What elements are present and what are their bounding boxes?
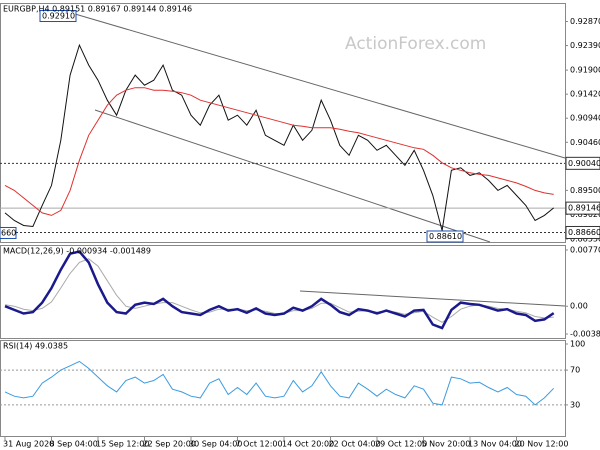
series-line [4,43,555,231]
panel-title: MACD(12,26,9) -0.000934 -0.001489 [3,247,151,256]
y-tick-label: 0.007704 [570,246,600,255]
y-tick-label: 70 [570,366,580,375]
x-tick-label: 15 Sep 12:00 [96,440,149,449]
y-tick-label: 100 [570,340,585,349]
x-tick-label: 29 Oct 12:00 [375,440,427,449]
macd-panel [0,245,566,339]
y-tick-label: 0.92870 [570,17,600,26]
y-tick-label: 0.92390 [570,41,600,50]
level-label: 0.88660 [568,228,600,237]
last-price-box [565,201,600,215]
x-tick-label: 22 Sep 20:00 [143,440,196,449]
series-line [4,360,555,406]
annotation-label: 0.92910 [42,12,75,21]
level-box [565,156,600,170]
y-tick-label: -0.003804 [570,330,600,339]
last-price-label: 0.89146 [568,204,600,213]
y-tick-label: 0.89500 [570,186,600,195]
level-label: 0.90040 [568,159,600,168]
series-line [4,258,554,323]
edge-label: 660 [1,228,16,237]
y-tick-label: 0.90940 [570,114,600,123]
x-tick-label: 5 Nov 20:00 [422,440,471,449]
x-tick-label: 31 Aug 2020 [3,440,54,449]
x-tick-label: 30 Sep 04:00 [189,440,242,449]
x-tick-label: 14 Oct 20:00 [282,440,334,449]
rsi-panel [0,340,566,437]
y-tick-label: 0.00 [570,302,588,311]
frames [0,3,566,437]
series-line [4,250,555,330]
annotation-label: 0.88610 [429,232,462,241]
annotation-box [426,230,464,243]
x-tick-label: 13 Nov 04:00 [468,440,522,449]
edge-box [0,226,17,239]
panel-title: RSI(14) 49.0385 [3,342,68,351]
y-tick-label: 0.91900 [570,66,600,75]
channel [74,13,566,307]
annotation-box [39,10,77,23]
y-tick-label: 0.91420 [570,90,600,99]
channel-upper [74,13,566,159]
y-tick-label: 0.88530 [570,234,600,243]
x-tick-label: 8 Sep 04:00 [50,440,98,449]
watermark: ActionForex.com [345,34,486,54]
panel-title: EURGBP,H4 0.89151 0.89167 0.89144 0.8914… [3,5,192,14]
x-tick-label: 7 Oct 12:00 [236,440,283,449]
price-panel [0,3,566,243]
x-tick-label: 22 Oct 04:00 [329,440,381,449]
level-box [565,225,600,239]
channel-lower [94,109,491,243]
macd-trendline [299,290,566,307]
y-tick-label: 0.90460 [570,138,600,147]
y-tick-label: 30 [570,400,580,409]
x-tick-label: 20 Nov 12:00 [515,440,569,449]
series-line [4,87,554,216]
